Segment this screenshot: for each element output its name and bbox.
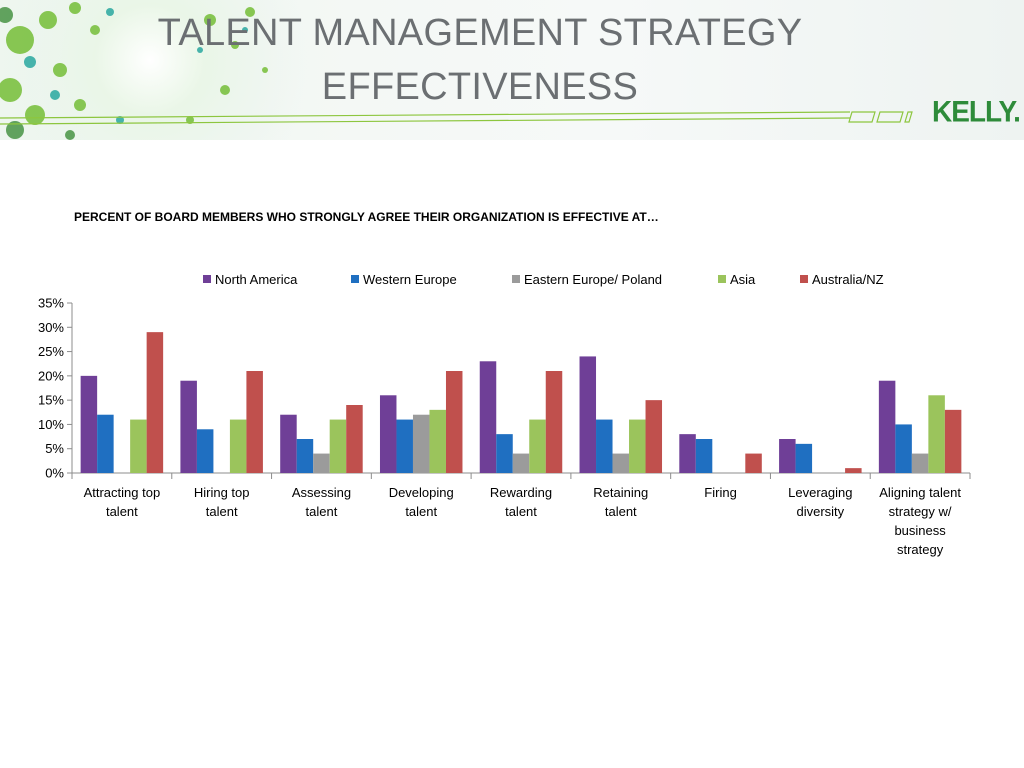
legend-swatch — [718, 275, 726, 283]
bar — [80, 375, 98, 473]
bar — [878, 380, 896, 473]
y-tick-label: 10% — [38, 417, 64, 432]
y-tick-label: 0% — [45, 466, 64, 481]
category-label: strategy — [897, 542, 944, 557]
category-label: diversity — [796, 504, 844, 519]
y-tick-label: 25% — [38, 344, 64, 359]
bar — [612, 453, 630, 473]
slide-title-line-2: EFFECTIVENESS — [321, 66, 639, 108]
legend-label: Asia — [730, 272, 756, 287]
bar — [479, 361, 497, 473]
bar — [928, 395, 945, 473]
bar — [944, 409, 962, 473]
bar — [795, 443, 813, 473]
bar — [313, 453, 330, 473]
bar — [130, 419, 147, 473]
category-label: talent — [106, 504, 138, 519]
bar — [496, 434, 513, 473]
y-tick-label: 30% — [38, 320, 64, 335]
legend-label: North America — [215, 272, 298, 287]
category-label: talent — [306, 504, 338, 519]
legend-label: Eastern Europe/ Poland — [524, 272, 662, 287]
bar — [445, 371, 463, 473]
legend-swatch — [800, 275, 808, 283]
category-label: Leveraging — [788, 485, 852, 500]
category-label: Developing — [389, 485, 454, 500]
bar — [679, 434, 696, 473]
y-tick-label: 20% — [38, 368, 64, 383]
chart-title: PERCENT OF BOARD MEMBERS WHO STRONGLY AG… — [74, 210, 659, 224]
bar — [911, 453, 929, 473]
bar — [180, 380, 197, 473]
legend-swatch — [512, 275, 520, 283]
bar — [779, 439, 796, 473]
slide-title: TALENT MANAGEMENT STRATEGY EFFECTIVENESS — [120, 6, 840, 114]
bar — [512, 453, 530, 473]
bar — [895, 424, 912, 473]
bar — [346, 405, 363, 473]
bar — [645, 400, 663, 473]
legend-label: Australia/NZ — [812, 272, 884, 287]
category-label: Attracting top — [84, 485, 161, 500]
category-label: Aligning talent — [879, 485, 961, 500]
bar — [845, 468, 862, 473]
category-label: talent — [605, 504, 637, 519]
bar — [379, 395, 397, 473]
bar — [329, 419, 347, 473]
bar — [596, 419, 613, 473]
bar — [529, 419, 546, 473]
bar — [695, 439, 713, 473]
category-label: Assessing — [292, 485, 351, 500]
bar — [146, 332, 164, 473]
y-tick-label: 15% — [38, 393, 64, 408]
legend-swatch — [351, 275, 359, 283]
bar — [629, 419, 646, 473]
bar — [280, 414, 297, 473]
decorative-splash-graphic — [0, 0, 913, 140]
category-label: talent — [405, 504, 437, 519]
bar — [412, 414, 430, 473]
category-label: talent — [505, 504, 537, 519]
slide-title-line-1: TALENT MANAGEMENT STRATEGY — [157, 12, 803, 54]
legend-swatch — [203, 275, 211, 283]
legend-label: Western Europe — [363, 272, 457, 287]
bar — [246, 371, 263, 473]
category-label: Rewarding — [490, 485, 552, 500]
kelly-logo: KELLY. — [932, 95, 1021, 128]
category-label: business — [894, 523, 946, 538]
category-label: Retaining — [593, 485, 648, 500]
bar — [296, 439, 314, 473]
category-label: strategy w/ — [889, 504, 952, 519]
bar — [196, 429, 214, 473]
y-tick-label: 5% — [45, 441, 64, 456]
bar — [396, 419, 413, 473]
y-tick-label: 35% — [38, 296, 64, 311]
bar — [745, 453, 762, 473]
bar — [97, 414, 114, 473]
category-label: Firing — [704, 485, 737, 500]
bar — [429, 409, 446, 473]
header-banner: TALENT MANAGEMENT STRATEGY EFFECTIVENESS… — [0, 0, 1024, 140]
category-label: Hiring top — [194, 485, 250, 500]
category-label: talent — [206, 504, 238, 519]
bar — [229, 419, 247, 473]
bar — [545, 371, 563, 473]
bar — [579, 356, 597, 473]
